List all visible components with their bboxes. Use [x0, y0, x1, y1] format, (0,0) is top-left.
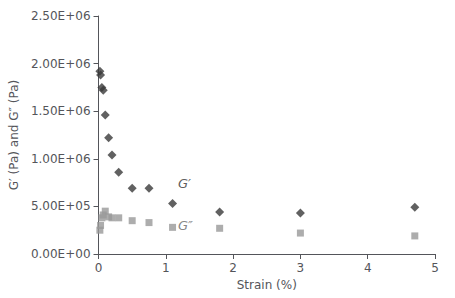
svg-text:Strain (%): Strain (%) — [237, 278, 297, 292]
svg-text:1.00E+06: 1.00E+06 — [31, 152, 91, 166]
svg-text:0: 0 — [95, 261, 103, 275]
svg-text:4: 4 — [364, 261, 372, 275]
svg-text:G″: G″ — [178, 218, 193, 233]
svg-text:G′: G′ — [178, 176, 191, 191]
svg-text:2: 2 — [229, 261, 237, 275]
svg-text:5.00E+05: 5.00E+05 — [31, 199, 91, 213]
svg-text:5: 5 — [431, 261, 439, 275]
svg-text:2.50E+06: 2.50E+06 — [31, 9, 91, 23]
svg-text:0.00E+00: 0.00E+00 — [31, 247, 91, 261]
svg-text:1: 1 — [162, 261, 170, 275]
svg-text:G′ (Pa) and G″ (Pa): G′ (Pa) and G″ (Pa) — [7, 80, 21, 190]
svg-text:2.00E+06: 2.00E+06 — [31, 57, 91, 71]
svg-text:3: 3 — [297, 261, 305, 275]
svg-text:1.50E+06: 1.50E+06 — [31, 104, 91, 118]
